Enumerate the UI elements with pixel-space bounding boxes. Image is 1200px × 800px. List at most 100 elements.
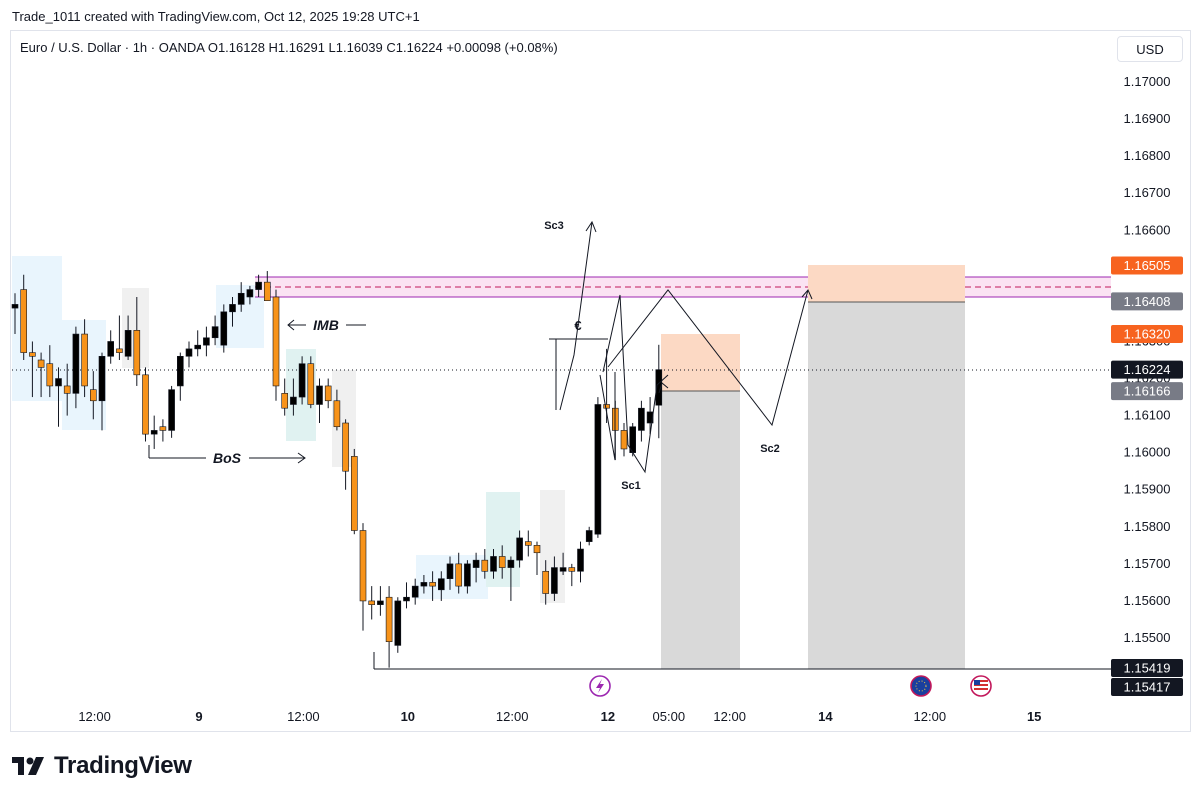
candle[interactable] [377, 586, 384, 616]
candle[interactable] [263, 271, 271, 301]
candle[interactable] [116, 315, 123, 360]
candle[interactable] [98, 352, 106, 431]
tradingview-logo-icon [12, 757, 44, 775]
candle[interactable] [646, 397, 654, 435]
candle[interactable] [629, 423, 637, 457]
candle[interactable] [324, 378, 332, 409]
price-tick-label: 1.16600 [1124, 222, 1171, 237]
candle[interactable] [11, 293, 19, 335]
candle[interactable] [194, 330, 201, 357]
annotation-sc2: Sc2 [760, 443, 780, 455]
resistance-zone [255, 277, 1111, 297]
candle[interactable] [90, 371, 97, 420]
candle[interactable] [420, 574, 428, 594]
candle[interactable] [290, 378, 297, 416]
currency-button[interactable]: USD [1117, 36, 1183, 62]
candle[interactable] [516, 530, 523, 568]
arrow-sc3 [585, 220, 597, 233]
candle[interactable] [359, 523, 367, 631]
candle[interactable] [498, 545, 506, 579]
candle-body [377, 600, 384, 605]
candle[interactable] [72, 326, 80, 409]
candle[interactable] [620, 423, 628, 457]
candle[interactable] [168, 385, 175, 438]
candle[interactable] [429, 571, 436, 601]
candle[interactable] [55, 367, 62, 427]
candle[interactable] [403, 582, 410, 609]
candle[interactable] [203, 326, 210, 357]
svg-text:1.16166: 1.16166 [1124, 384, 1171, 399]
candle[interactable] [481, 549, 489, 579]
price-tick-label: 1.15800 [1124, 519, 1171, 534]
candle-body [142, 374, 149, 435]
candle[interactable] [490, 549, 497, 579]
time-axis: 12:00 9 12:00 10 12:00 12 05:00 12:00 14 12:00 15 [78, 709, 1041, 724]
eu-flag-event-icon[interactable] [910, 675, 932, 697]
candle[interactable] [177, 352, 184, 401]
candle[interactable] [455, 552, 463, 594]
candle[interactable] [142, 367, 149, 442]
price-tick-label: 1.16900 [1124, 111, 1171, 126]
candle[interactable] [385, 586, 393, 668]
candle[interactable] [150, 415, 158, 449]
candle[interactable] [507, 556, 515, 601]
candle[interactable] [411, 578, 419, 605]
us-flag-event-icon[interactable] [970, 675, 992, 697]
symbol-legend[interactable]: Euro / U.S. Dollar · 1h · OANDA O1.16128… [20, 40, 558, 55]
candle[interactable] [46, 345, 54, 398]
candle[interactable] [464, 560, 471, 594]
candle[interactable] [124, 315, 132, 360]
candle[interactable] [394, 597, 402, 653]
candle[interactable] [472, 552, 480, 583]
candle-body [638, 407, 645, 431]
candle[interactable] [29, 341, 36, 398]
euro-bracket [549, 338, 608, 410]
candle-body [220, 311, 228, 346]
price-label: 1.16408 [1111, 292, 1183, 311]
candle[interactable] [559, 552, 567, 575]
candle[interactable] [533, 541, 541, 575]
candle[interactable] [524, 530, 532, 557]
candle[interactable] [655, 344, 663, 439]
candle[interactable] [585, 526, 593, 546]
candle[interactable] [446, 556, 454, 590]
candle[interactable] [342, 419, 349, 490]
candle[interactable] [568, 563, 576, 587]
candle[interactable] [229, 296, 236, 327]
candle[interactable] [350, 448, 358, 535]
candle-body [150, 430, 158, 435]
candle[interactable] [159, 419, 167, 442]
candle[interactable] [246, 285, 254, 305]
candle[interactable] [107, 330, 114, 364]
annotation-sc1: Sc1 [621, 480, 641, 492]
candle[interactable] [255, 274, 262, 297]
candle[interactable] [211, 315, 219, 346]
candle[interactable] [185, 341, 193, 368]
candle[interactable] [20, 274, 28, 360]
candle[interactable] [594, 397, 602, 538]
candle[interactable] [333, 389, 341, 431]
candle[interactable] [237, 282, 245, 312]
candle[interactable] [638, 400, 645, 442]
candle[interactable] [133, 296, 141, 386]
candle[interactable] [272, 289, 280, 401]
candle[interactable] [81, 319, 88, 398]
candle[interactable] [281, 378, 289, 416]
candle[interactable] [63, 363, 71, 416]
lightning-event-icon[interactable] [589, 675, 611, 697]
candle-body [533, 545, 541, 554]
candle[interactable] [37, 352, 45, 398]
candle[interactable] [577, 541, 584, 583]
candle[interactable] [316, 378, 323, 424]
candle-body [464, 563, 471, 587]
candle[interactable] [298, 356, 306, 405]
candle[interactable] [220, 304, 228, 353]
candle-body [316, 385, 323, 405]
candle[interactable] [307, 356, 315, 409]
tradingview-logo[interactable]: TradingView [12, 752, 192, 780]
candle[interactable] [542, 560, 550, 605]
candle[interactable] [368, 586, 376, 620]
candle[interactable] [437, 571, 445, 601]
candle[interactable] [551, 556, 558, 601]
